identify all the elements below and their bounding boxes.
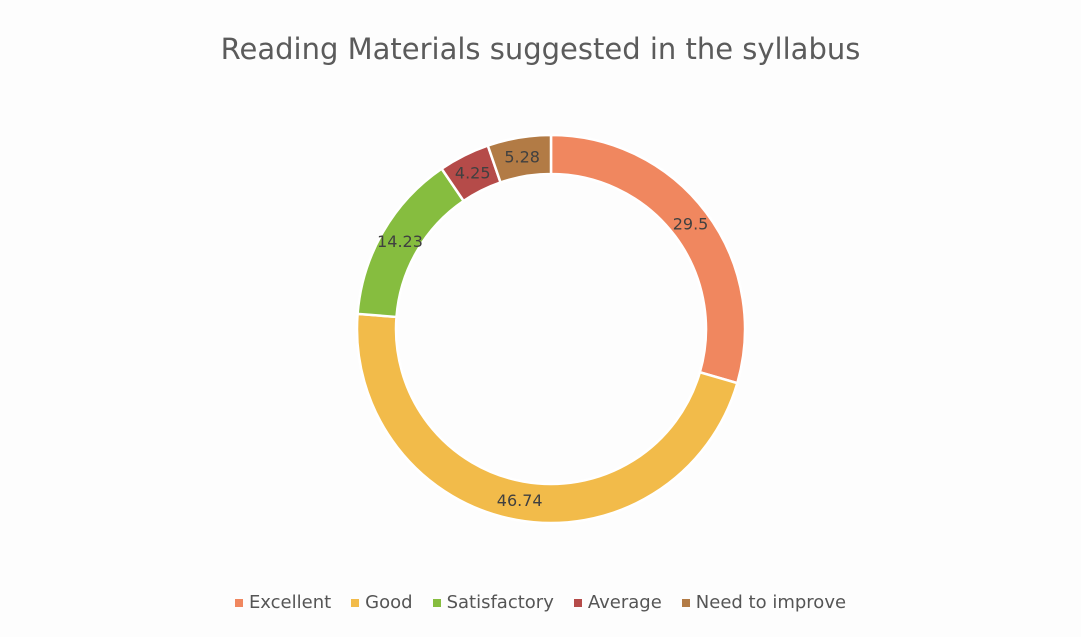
data-label-satisfactory: 14.23 xyxy=(377,232,423,251)
slice-need-to-improve xyxy=(486,133,553,185)
legend-swatch-satisfactory xyxy=(432,598,441,607)
data-label-good: 46.74 xyxy=(497,491,543,510)
data-label-excellent: 29.5 xyxy=(673,215,709,234)
data-label-need-to-improve: 5.28 xyxy=(504,147,540,166)
legend-label-good: Good xyxy=(365,592,413,613)
legend-label-average: Average xyxy=(587,592,662,613)
legend-item-excellent: Excellent xyxy=(234,592,332,613)
legend-swatch-excellent xyxy=(234,598,243,607)
chart-title: Reading Materials suggested in the sylla… xyxy=(220,32,861,66)
legend-label-excellent: Excellent xyxy=(248,592,332,613)
slice-excellent xyxy=(549,133,747,385)
legend-item-good: Good xyxy=(351,592,413,613)
slice-good xyxy=(355,312,739,525)
legend-swatch-average xyxy=(573,598,582,607)
legend-item-need-to-improve: Need to improve xyxy=(681,592,847,613)
legend-item-satisfactory: Satisfactory xyxy=(432,592,554,613)
legend-label-satisfactory: Satisfactory xyxy=(446,592,554,613)
data-label-average: 4.25 xyxy=(455,164,491,183)
legend-swatch-good xyxy=(351,598,360,607)
legend-item-average: Average xyxy=(573,592,662,613)
legend-label-need-to-improve: Need to improve xyxy=(695,592,847,613)
legend-swatch-need-to-improve xyxy=(681,598,690,607)
chart-legend: Excellent Good Satisfactory Average Need to … xyxy=(0,592,1081,613)
